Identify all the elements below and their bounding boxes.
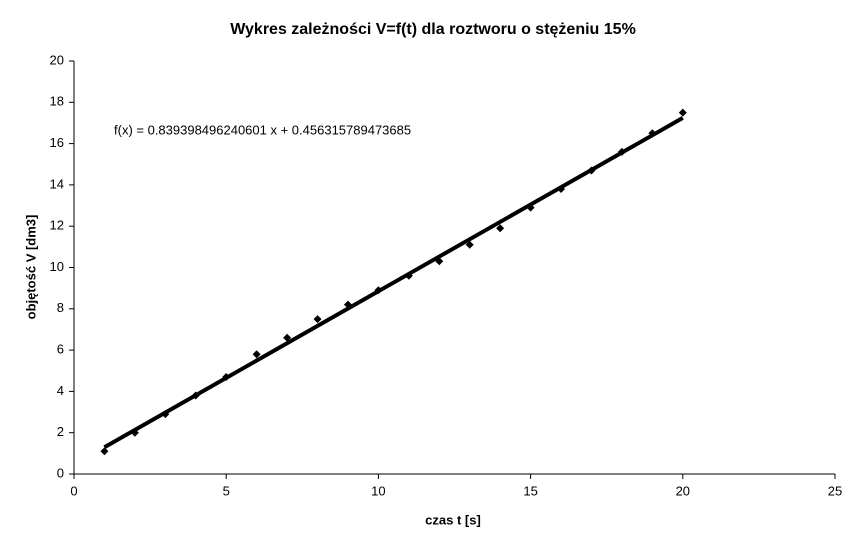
y-tick-label: 8 (57, 300, 64, 315)
trendline-equation: f(x) = 0.839398496240601 x + 0.456315789… (114, 122, 411, 137)
x-tick-label: 20 (676, 483, 690, 498)
chart-title: Wykres zależności V=f(t) dla roztworu o … (230, 21, 636, 38)
x-tick-label: 15 (523, 483, 537, 498)
data-point (161, 410, 170, 419)
y-tick-label: 12 (50, 218, 64, 233)
data-point (252, 350, 261, 359)
y-tick-label: 0 (57, 465, 64, 480)
x-tick-label: 10 (371, 483, 385, 498)
y-tick-label: 18 (50, 94, 64, 109)
data-point (435, 257, 444, 266)
data-point (678, 108, 687, 117)
data-point (222, 372, 231, 381)
data-point (313, 315, 322, 324)
y-tick-label: 14 (50, 176, 64, 191)
data-point (617, 147, 626, 156)
y-tick-label: 16 (50, 135, 64, 150)
data-point (374, 286, 383, 295)
data-point (100, 447, 109, 456)
data-point (648, 129, 657, 138)
x-tick-label: 5 (223, 483, 230, 498)
data-point (191, 391, 200, 400)
y-tick-label: 2 (57, 424, 64, 439)
data-point (130, 428, 139, 437)
data-point (343, 300, 352, 309)
y-tick-label: 6 (57, 342, 64, 357)
x-tick-label: 25 (828, 483, 842, 498)
data-point (526, 203, 535, 212)
data-point (404, 271, 413, 280)
data-point (465, 240, 474, 249)
x-tick-label: 0 (70, 483, 77, 498)
y-tick-label: 20 (50, 52, 64, 67)
trendline (103, 116, 684, 449)
y-tick-label: 10 (50, 259, 64, 274)
y-axis-label: objętość V [dm3] (23, 215, 38, 320)
data-point (496, 224, 505, 233)
x-axis-label: czas t [s] (425, 512, 481, 527)
data-point (557, 185, 566, 194)
data-point (587, 166, 596, 175)
y-tick-label: 4 (57, 383, 64, 398)
data-point (283, 333, 292, 342)
